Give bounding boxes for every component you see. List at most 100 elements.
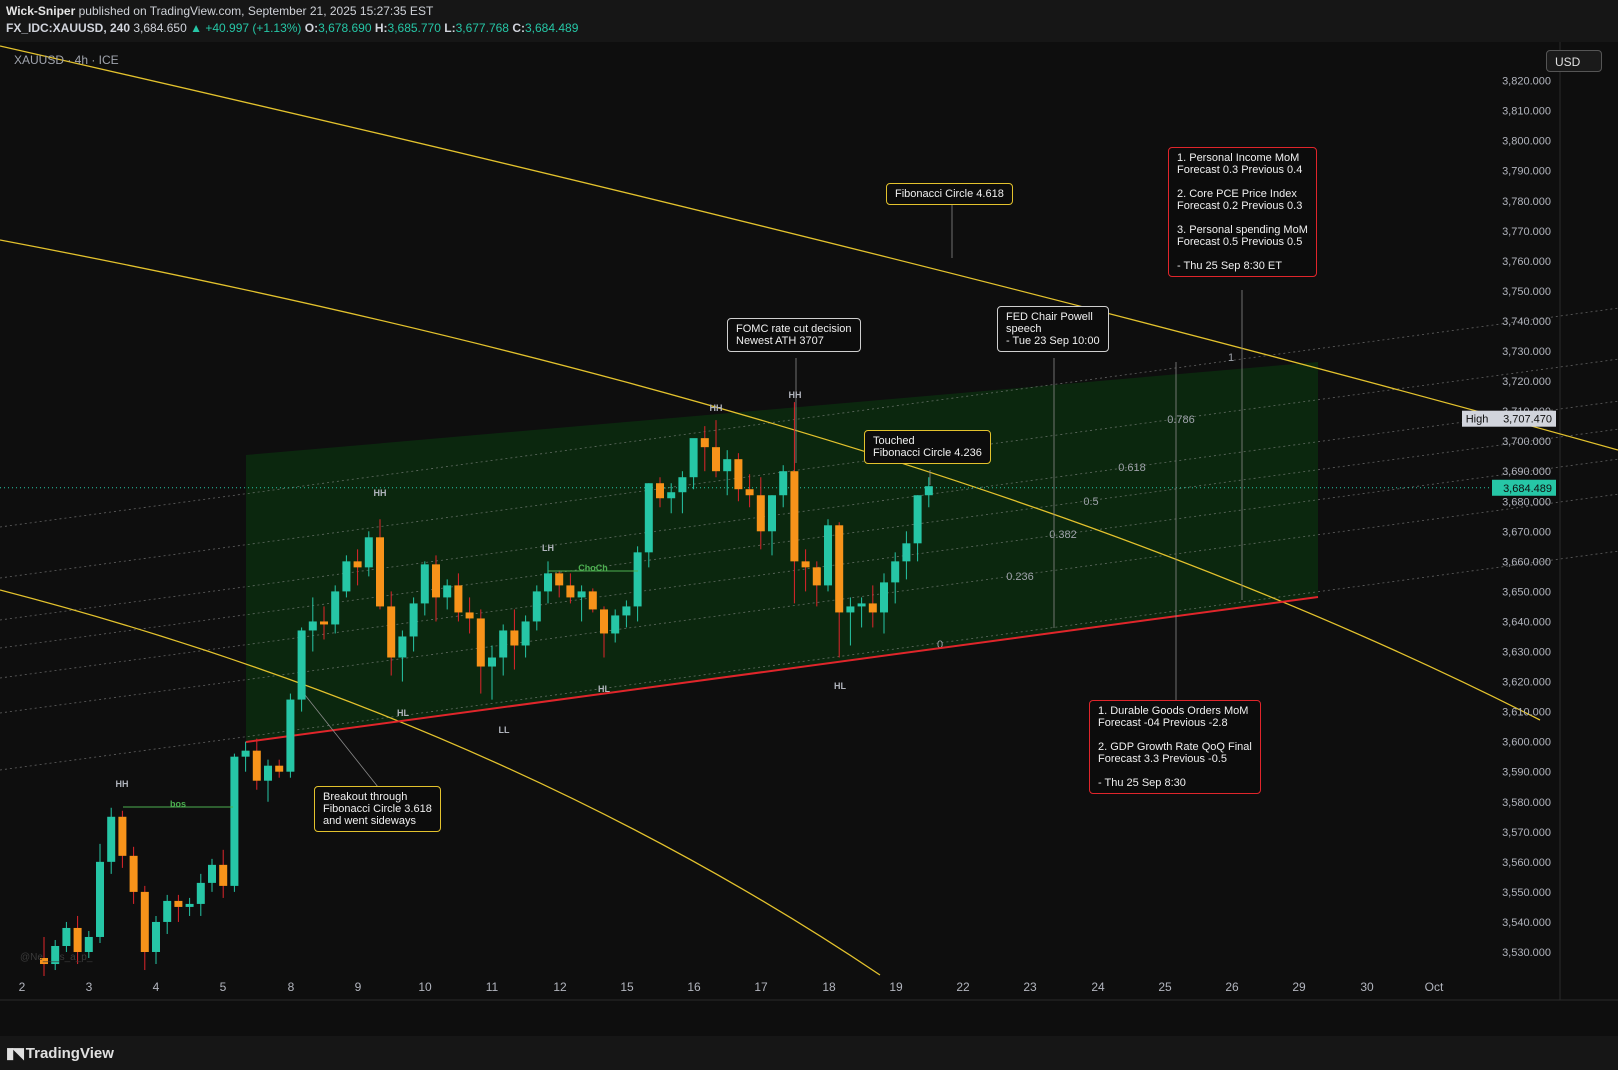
candle-body	[297, 630, 306, 700]
candle-body	[252, 750, 261, 781]
candle-body	[801, 561, 810, 568]
price-tick-label: 3,680.000	[1502, 496, 1551, 508]
candle-body	[891, 561, 900, 583]
price-tick-label: 3,540.000	[1502, 917, 1551, 929]
note-breakout[interactable]: Breakout through Fibonacci Circle 3.618 …	[314, 786, 441, 832]
last-price: 3,684.650	[133, 21, 187, 35]
time-tick-label: 30	[1360, 980, 1374, 994]
candle-body	[140, 891, 149, 952]
time-tick-label: 29	[1292, 980, 1306, 994]
candle-body	[118, 816, 127, 856]
candle-body	[924, 486, 933, 496]
candle-body	[185, 903, 194, 907]
time-tick-label: 19	[889, 980, 903, 994]
time-tick-label: 12	[553, 980, 567, 994]
high-tag-name-bg	[1462, 410, 1492, 427]
tradingview-logo[interactable]: ▮◥ TradingView	[6, 1044, 114, 1062]
price-chart[interactable]: 0 0.236 0.382 0.5 0.618 0.786 1 HH bos HH HL LL LH Ch…	[0, 42, 1618, 1036]
candle-body	[600, 609, 608, 634]
structure-marker-ll: LL	[499, 725, 510, 735]
fib-level-0_236: 0.236	[1006, 571, 1034, 583]
structure-marker-hh: HH	[374, 488, 387, 498]
price-tick-label: 3,740.000	[1502, 316, 1551, 328]
candle-body	[644, 483, 653, 553]
candle-body	[219, 864, 228, 886]
price-tick-label: 3,630.000	[1502, 647, 1551, 659]
author-name[interactable]: Wick-Sniper	[6, 4, 76, 18]
note-powell[interactable]: FED Chair Powell speech - Tue 23 Sep 10:…	[997, 306, 1109, 352]
change-up-icon: ▲	[190, 21, 202, 35]
candle-body	[230, 756, 239, 886]
fib-circle-4236-curve	[0, 239, 1541, 721]
candle-body	[913, 495, 922, 544]
candle-body	[835, 525, 844, 613]
channel-line	[0, 493, 1618, 714]
candle-body	[163, 900, 172, 922]
structure-marker-choch: ChoCh	[578, 563, 608, 573]
candle-body	[241, 750, 250, 757]
candle-body	[667, 492, 676, 499]
time-tick-label: 22	[956, 980, 970, 994]
price-axis-area	[1488, 42, 1618, 1000]
candle-body	[342, 561, 351, 592]
channel-line	[0, 428, 1618, 649]
structure-marker-hl: HL	[397, 708, 409, 718]
open-label: O:	[304, 21, 319, 35]
candle-body	[712, 447, 720, 472]
note-pce[interactable]: 1. Personal Income MoM Forecast 0.3 Prev…	[1168, 147, 1317, 277]
fib-level-0_382: 0.382	[1049, 529, 1077, 541]
candle-body	[734, 459, 743, 490]
fib-level-0_618: 0.618	[1118, 462, 1146, 474]
note-fomc[interactable]: FOMC rate cut decision Newest ATH 3707	[727, 318, 861, 352]
channel-line	[0, 358, 1618, 579]
candle-body	[824, 525, 832, 586]
candle-body	[689, 438, 698, 478]
candle-body	[790, 471, 799, 562]
structure-marker-hl: HL	[834, 681, 846, 691]
candle-body	[902, 543, 911, 562]
time-tick-label: 15	[620, 980, 634, 994]
candle-body	[488, 657, 496, 667]
price-tick-label: 3,810.000	[1502, 106, 1551, 118]
note-fib-4618[interactable]: Fibonacci Circle 4.618	[886, 183, 1013, 205]
high-price-tag	[1492, 410, 1556, 427]
candle-body	[454, 585, 463, 613]
candle-body	[73, 927, 82, 952]
last-price-tag	[1492, 479, 1556, 496]
channel-line	[0, 458, 1618, 679]
candle-body	[308, 621, 317, 631]
candle-body	[376, 537, 384, 607]
price-tick-label: 3,610.000	[1502, 707, 1551, 719]
channel-line	[0, 307, 1618, 528]
structure-marker-lh: LH	[542, 543, 554, 553]
support-trendline	[245, 596, 1319, 743]
high-value: 3,685.770	[387, 21, 441, 35]
time-tick-label: 10	[418, 980, 432, 994]
candle-body	[555, 573, 564, 586]
candle-body	[521, 621, 530, 646]
price-tick-label: 3,720.000	[1502, 376, 1551, 388]
candle-body	[656, 483, 664, 499]
price-tick-label: 3,700.000	[1502, 436, 1551, 448]
time-tick-label: 11	[486, 980, 499, 994]
symbol-interval[interactable]: FX_IDC:XAUUSD, 240	[6, 21, 131, 35]
candle-body	[880, 582, 888, 613]
price-tick-label: 3,560.000	[1502, 857, 1551, 869]
note-touched[interactable]: Touched Fibonacci Circle 4.236	[864, 430, 991, 464]
price-tick-label: 3,590.000	[1502, 767, 1551, 779]
candle-body	[779, 471, 788, 496]
candle-body	[275, 765, 284, 772]
candle-body	[432, 564, 440, 598]
candle-body	[577, 591, 586, 598]
note-gdp[interactable]: 1. Durable Goods Orders MoM Forecast -04…	[1089, 700, 1261, 794]
fib-level-0_5: 0.5	[1083, 496, 1098, 508]
time-tick-label: 8	[288, 980, 295, 994]
candle-body	[476, 618, 485, 667]
candle-body	[678, 477, 687, 493]
time-tick-label: Oct	[1425, 980, 1444, 994]
currency-button[interactable]: USD	[1546, 50, 1602, 72]
price-tick-label: 3,660.000	[1502, 556, 1551, 568]
low-value: 3,677.768	[455, 21, 509, 35]
structure-marker-hh: HH	[116, 779, 129, 789]
candle-body	[611, 615, 620, 634]
